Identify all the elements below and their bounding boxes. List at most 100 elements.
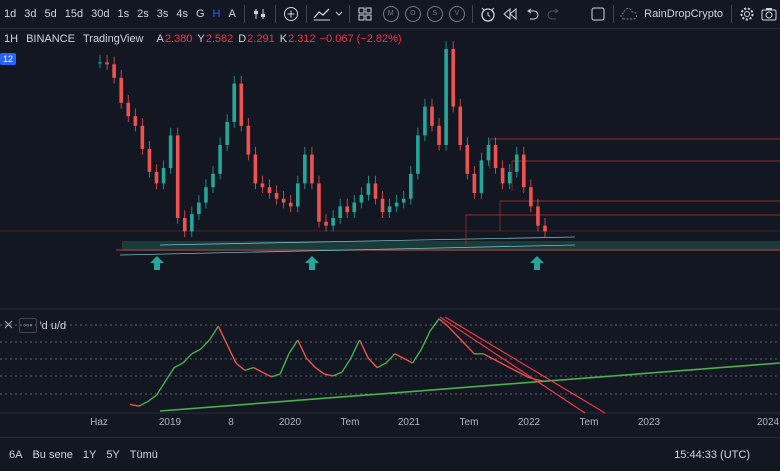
time-axis-label: Haz bbox=[90, 417, 108, 428]
indicator-segment bbox=[217, 325, 228, 345]
indicator-segment bbox=[456, 334, 467, 346]
template-button-M[interactable]: M bbox=[382, 6, 399, 22]
indicator-segment bbox=[403, 357, 413, 364]
candle-body bbox=[317, 183, 321, 222]
candle-body bbox=[303, 154, 307, 184]
close-icon[interactable] bbox=[4, 320, 13, 332]
indicator-segment bbox=[262, 371, 272, 378]
interval-button-3s[interactable]: 3s bbox=[156, 8, 169, 20]
candle-body bbox=[500, 168, 505, 184]
indicator-support-trendline bbox=[159, 362, 780, 412]
interval-button-1d[interactable]: 1d bbox=[4, 8, 17, 20]
indicator-segment bbox=[491, 357, 502, 364]
interval-button-5d[interactable]: 5d bbox=[44, 8, 57, 20]
up-arrow-marker bbox=[305, 256, 319, 270]
replay-icon[interactable] bbox=[499, 0, 521, 28]
username-label[interactable]: RainDropCrypto bbox=[644, 8, 723, 20]
interval-button-15d[interactable]: 15d bbox=[64, 8, 84, 20]
indicator-resistance-trendline bbox=[439, 316, 586, 414]
time-axis-label: Tem bbox=[341, 417, 360, 428]
indicator-segment bbox=[429, 318, 440, 332]
indicator-segment bbox=[297, 339, 308, 359]
indicator-segment bbox=[332, 371, 343, 377]
indicator-more-button[interactable]: ◦◦◦ bbox=[19, 318, 37, 333]
bottom-bar: 6A Bu sene 1Y 5Y Tümü 15:44:33 (UTC) bbox=[0, 437, 780, 471]
interval-button-A[interactable]: A bbox=[228, 8, 236, 20]
support-trendline-lower bbox=[119, 244, 576, 256]
interval-button-G[interactable]: G bbox=[195, 8, 205, 20]
alert-clock-icon[interactable] bbox=[477, 0, 499, 28]
candle-body bbox=[168, 135, 173, 169]
legend-exchange[interactable]: BINANCE bbox=[26, 33, 75, 45]
toolbar-divider bbox=[731, 5, 732, 23]
settings-gear-icon[interactable] bbox=[736, 0, 758, 28]
indicator-segment bbox=[385, 353, 396, 364]
candle-body bbox=[147, 148, 152, 172]
support-trendline bbox=[159, 236, 576, 246]
legend-brand: TradingView bbox=[82, 33, 144, 45]
chart-area[interactable]: Haz 2019 8 2020 Tem 2021 Tem 2022 Tem 2023 2024 1H… bbox=[0, 29, 780, 437]
template-button-S[interactable]: S bbox=[426, 6, 443, 22]
candle-body bbox=[536, 206, 540, 226]
legend-interval: 1H bbox=[4, 33, 19, 45]
candle-body bbox=[281, 198, 286, 203]
indicator-segment bbox=[358, 339, 370, 359]
chart-canvas[interactable]: Haz 2019 8 2020 Tem 2021 Tem 2022 Tem 2023 2024 bbox=[0, 29, 780, 437]
interval-button-4s[interactable]: 4s bbox=[176, 8, 188, 20]
candle-body bbox=[218, 145, 222, 174]
indicators-icon[interactable] bbox=[311, 0, 333, 28]
candle-body bbox=[211, 173, 215, 188]
template-button-V[interactable]: V bbox=[448, 6, 465, 22]
indicator-segment bbox=[226, 344, 237, 364]
fullscreen-icon[interactable] bbox=[587, 0, 609, 28]
candle-body bbox=[288, 202, 293, 207]
candle-body bbox=[408, 173, 413, 199]
time-axis-label: Tem bbox=[460, 417, 479, 428]
up-arrow-marker bbox=[150, 256, 164, 270]
range-button[interactable]: 6A bbox=[9, 448, 23, 461]
candle-body bbox=[190, 214, 194, 232]
interval-button-H[interactable]: H bbox=[212, 8, 221, 20]
candle-body bbox=[175, 135, 180, 218]
indicator-segment bbox=[208, 325, 219, 341]
range-button[interactable]: 5Y bbox=[106, 448, 120, 461]
candle-body bbox=[345, 206, 350, 213]
toolbar-divider bbox=[243, 5, 245, 23]
template-button-O[interactable]: O bbox=[404, 6, 421, 22]
time-axis-label: 2021 bbox=[398, 417, 421, 428]
indicator-segment bbox=[244, 366, 254, 372]
camera-icon[interactable] bbox=[758, 0, 780, 28]
candle-body bbox=[260, 183, 265, 188]
ohlc-value: 2.312 bbox=[288, 33, 316, 45]
interval-button-1s[interactable]: 1s bbox=[117, 8, 130, 20]
redo-icon[interactable] bbox=[543, 0, 565, 28]
indicator-segment bbox=[367, 357, 378, 369]
candle-body bbox=[444, 49, 448, 145]
indicator-segment bbox=[173, 362, 184, 369]
indicator-name: 'd u/d bbox=[39, 319, 67, 332]
indicator-segment bbox=[341, 358, 352, 373]
interval-button-3d[interactable]: 3d bbox=[24, 8, 37, 20]
cloud-icon[interactable] bbox=[618, 0, 640, 28]
indicator-segment bbox=[279, 353, 290, 375]
compare-plus-icon[interactable] bbox=[280, 0, 302, 28]
ohlc-value: 2.380 bbox=[164, 33, 193, 45]
candle-body bbox=[324, 221, 328, 226]
indicator-segment bbox=[138, 401, 148, 407]
candle-body bbox=[416, 135, 420, 174]
indicator-segment bbox=[182, 353, 193, 364]
range-button[interactable]: 1Y bbox=[82, 448, 97, 461]
indicator-segment bbox=[235, 362, 246, 371]
interval-button-2s[interactable]: 2s bbox=[137, 8, 149, 20]
chevron-down-icon[interactable] bbox=[333, 0, 345, 28]
interval-slider-icon[interactable] bbox=[249, 0, 271, 28]
range-button[interactable]: Bu sene bbox=[32, 448, 73, 461]
candle-body bbox=[197, 202, 201, 215]
range-button[interactable]: Tümü bbox=[129, 448, 158, 461]
interval-button-30d[interactable]: 30d bbox=[91, 8, 110, 20]
layout-grid-icon[interactable] bbox=[354, 0, 376, 28]
indicator-segment bbox=[482, 353, 493, 360]
undo-icon[interactable] bbox=[521, 0, 543, 28]
indicator-segment bbox=[500, 362, 511, 369]
